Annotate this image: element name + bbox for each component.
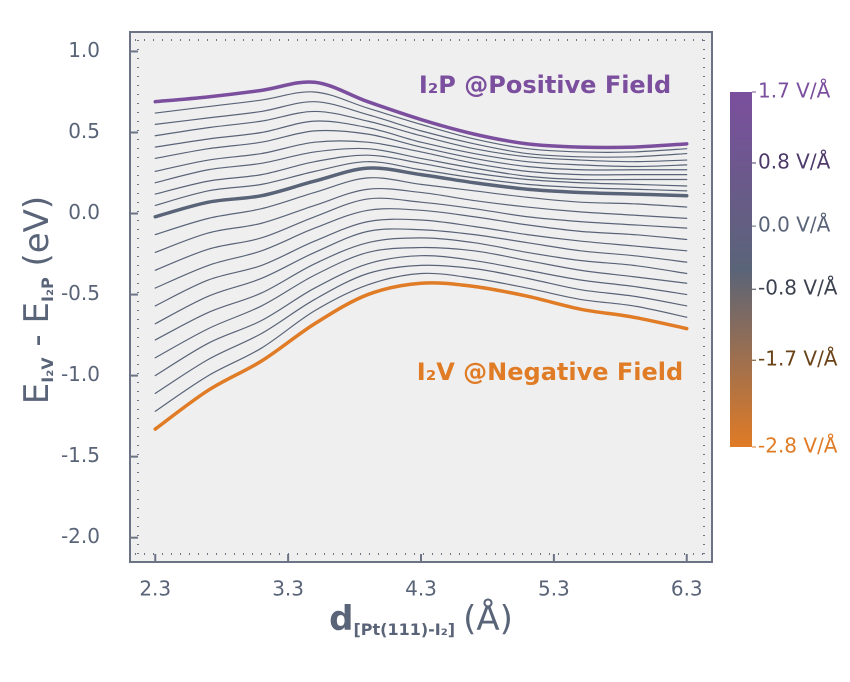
series-line [154,91,688,153]
annotation: I₂V @Negative Field [417,358,683,386]
plot-lines [153,80,689,431]
colorbar-label: -0.8 V/Å [758,276,838,300]
series-line [154,264,688,395]
x-axis-label: d[Pt(111)-I₂] (Å) [329,598,513,639]
x-label-part: d [329,599,353,639]
x-tick-label: 4.3 [405,577,437,601]
y-tick-label: 0.0 [68,200,100,224]
x-label-subscript: [Pt(111)-I₂] [353,620,455,639]
colorbar-label: -2.8 V/Å [758,434,838,458]
x-label-part: (Å) [463,598,513,639]
annotation: I₂P @Positive Field [419,71,671,99]
series-line [154,120,688,168]
series-line [154,197,688,271]
y-tick-label: 0.5 [68,119,100,143]
series-line [154,154,688,195]
series-line [153,166,689,219]
y-label-part: - E [17,302,57,357]
series-line [154,129,688,171]
series-line [154,218,688,307]
y-label-part: E [17,383,57,404]
y-tick-label: -1.0 [61,362,100,386]
x-tick-label: 6.3 [671,577,703,601]
y-axis-label: EI₂V - EI₂P (eV) [17,196,57,404]
series-line [154,272,688,412]
y-label-subscript: I₂P [38,277,57,302]
y-tick-label: -2.0 [61,524,100,548]
series-line [154,147,688,184]
colorbar-label: 1.7 V/Å [758,79,831,103]
y-tick-label: 1.0 [68,38,100,62]
series-line [154,101,688,158]
series-line [154,228,688,325]
y-label-subscript: I₂V [38,357,57,383]
series-line [154,187,688,254]
y-tick-label: -1.5 [61,443,100,467]
series-line [154,161,688,207]
colorbar-label: -1.7 V/Å [758,347,838,371]
series-line [153,80,689,150]
series-line [154,140,688,176]
y-tick-label: -0.5 [61,281,100,305]
series-line [154,177,688,236]
x-tick-label: 5.3 [538,577,570,601]
plot-frame [129,31,713,563]
x-tick-label: 3.3 [272,577,304,601]
colorbar-label: 0.8 V/Å [758,150,831,174]
series-line [154,237,688,341]
colorbar-label: 0.0 V/Å [758,213,831,237]
colorbar [730,92,752,447]
series-line [154,246,688,359]
x-tick-label: 2.3 [139,577,171,601]
series-line [154,255,688,377]
series-line [154,208,688,289]
series-line [153,281,689,431]
series-line [154,110,688,163]
y-label-part: (eV) [17,196,57,278]
